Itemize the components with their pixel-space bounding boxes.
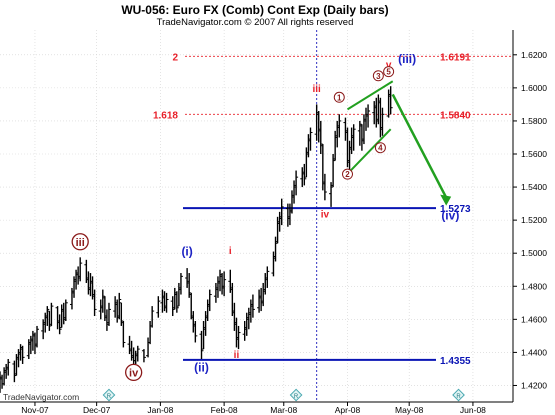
price-axis-panel — [512, 30, 555, 402]
time-tick-label: Apr-08 — [335, 405, 361, 415]
wave-label-blue: (iv) — [441, 209, 459, 223]
wave-label-red: iii — [312, 84, 321, 95]
time-tick-label: May-08 — [395, 405, 424, 415]
event-diamond-icon — [452, 388, 465, 402]
support-level-price-label: 1.4355 — [440, 356, 471, 367]
price-tick-label: 1.5800 — [521, 116, 547, 126]
price-tick-label: 1.6000 — [521, 83, 547, 93]
fib-level-price-label: 1.6191 — [440, 52, 471, 63]
wave-label-circle — [71, 233, 89, 251]
sub-wave-circle — [372, 70, 384, 82]
price-tick-label: 1.5200 — [521, 215, 547, 225]
fib-level-ratio-label: 1.618 — [153, 110, 178, 121]
projection-arrow-shaft — [391, 93, 448, 199]
wave-label: iv — [129, 367, 139, 379]
time-tick-label: Feb-08 — [211, 405, 238, 415]
price-tick-label: 1.4600 — [521, 314, 547, 324]
price-tick-label: 1.4800 — [521, 281, 547, 291]
sub-wave-label: 1 — [337, 93, 342, 102]
sub-wave-circle — [383, 66, 395, 78]
fib-level-price-label: 1.5840 — [440, 110, 471, 121]
event-diamond-icon — [102, 388, 116, 402]
price-tick-label: 1.5600 — [521, 149, 547, 159]
event-diamond-icon — [289, 388, 303, 402]
time-tick-label: Jan-08 — [147, 405, 173, 415]
sub-wave-label: 3 — [376, 72, 381, 81]
sub-wave-circle — [342, 168, 354, 180]
support-level-price-label: 1.5273 — [440, 204, 471, 215]
wave-label-circle — [125, 363, 143, 382]
price-tick-label: 1.5400 — [521, 182, 547, 192]
wave-label-blue: (ii) — [194, 360, 209, 374]
wave-label-red: v — [386, 60, 392, 71]
sub-wave-label: 2 — [345, 170, 350, 179]
copyright-subtitle: TradeNavigator.com © 2007 All rights res… — [156, 17, 354, 28]
watermark: TradeNavigator.com — [3, 392, 80, 402]
wave-label-red: i — [229, 246, 232, 257]
sub-wave-label: 5 — [386, 68, 391, 77]
sub-wave-label: 4 — [378, 144, 383, 153]
price-tick-label: 1.6200 — [521, 50, 547, 60]
price-tick-label: 1.4200 — [521, 380, 547, 390]
sub-wave-circle — [374, 142, 386, 154]
event-diamond-letter: R — [294, 394, 299, 400]
fib-level-ratio-label: 2 — [172, 52, 178, 63]
wave-label-red: iv — [321, 210, 330, 221]
event-diamond-letter: R — [456, 394, 461, 400]
projection-arrow-head — [440, 194, 452, 206]
wave-label-blue: (iii) — [398, 52, 416, 66]
time-tick-label: Dec-07 — [83, 405, 111, 415]
event-diamond-letter: R — [107, 394, 112, 400]
sub-wave-circle — [333, 91, 345, 103]
time-tick-label: Jun-08 — [460, 405, 486, 415]
wave-label: iii — [76, 237, 85, 249]
price-tick-label: 1.5000 — [521, 248, 547, 258]
chart-title: WU-056: Euro FX (Comb) Cont Exp (Daily b… — [121, 3, 389, 17]
time-tick-label: Mar-08 — [270, 405, 297, 415]
price-tick-label: 1.4400 — [521, 347, 547, 357]
channel-lower-line — [346, 128, 392, 175]
wave-label-blue: (i) — [181, 245, 192, 259]
wave-label-red: ii — [234, 350, 240, 361]
channel-upper-line — [346, 80, 394, 111]
time-tick-label: Nov-07 — [21, 405, 49, 415]
